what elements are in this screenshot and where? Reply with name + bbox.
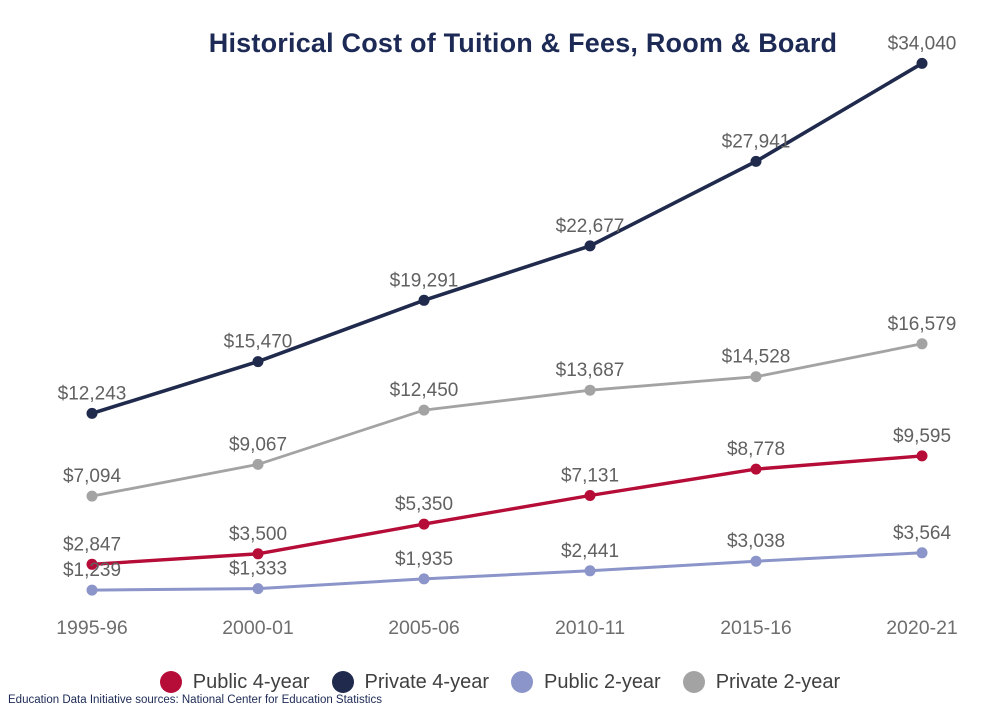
- point-private-4-year-1995-96: [86, 407, 98, 419]
- point-private-4-year-2005-06: [418, 294, 430, 306]
- legend-label-private-4-year: Private 4-year: [364, 671, 490, 693]
- data-label-private-4-year-2005-06: $19,291: [390, 270, 459, 291]
- point-public-2-year-1995-96: [86, 584, 98, 596]
- data-label-private-2-year-2005-06: $12,450: [390, 380, 459, 401]
- chart-legend: Public 4-year Private 4-year Public 2-year…: [0, 671, 1000, 693]
- x-axis-label-2005-06: 2005-06: [388, 617, 460, 639]
- legend-label-private-2-year: Private 2-year: [715, 671, 841, 693]
- data-label-public-4-year-2015-16: $8,778: [727, 439, 785, 460]
- data-label-private-2-year-2000-01: $9,067: [229, 434, 287, 455]
- legend-label-public-2-year: Public 2-year: [544, 671, 661, 693]
- data-label-public-2-year-2010-11: $2,441: [561, 541, 619, 562]
- point-private-2-year-2005-06: [418, 404, 430, 416]
- data-label-public-2-year-2020-21: $3,564: [893, 523, 952, 544]
- x-axis-label-1995-96: 1995-96: [56, 617, 128, 639]
- data-label-private-4-year-2015-16: $27,941: [722, 131, 791, 152]
- point-private-2-year-2000-01: [252, 458, 264, 470]
- line-public-4-year: [90, 454, 924, 566]
- legend-item-public-4-year: Public 4-year: [159, 671, 310, 693]
- data-label-public-2-year-1995-96: $1,239: [63, 560, 121, 581]
- data-label-private-4-year-2000-01: $15,470: [224, 332, 293, 353]
- legend-item-public-2-year: Public 2-year: [511, 671, 661, 693]
- point-public-4-year-2015-16: [750, 463, 762, 475]
- data-label-public-2-year-2000-01: $1,333: [229, 559, 287, 580]
- point-public-4-year-2010-11: [584, 490, 596, 501]
- point-private-4-year-2010-11: [584, 240, 596, 252]
- point-public-4-year-2000-01: [252, 548, 264, 560]
- data-label-private-2-year-1995-96: $7,094: [63, 466, 122, 487]
- point-public-4-year-2020-21: [916, 450, 928, 462]
- legend-dot-public-4-year: [159, 671, 182, 693]
- x-axis-label-2000-01: 2000-01: [222, 617, 294, 639]
- point-private-2-year-2015-16: [750, 371, 762, 383]
- x-axis-label-2010-11: 2010-11: [555, 617, 625, 639]
- line-private-4-year: [90, 61, 924, 416]
- point-public-2-year-2010-11: [584, 565, 596, 577]
- point-public-2-year-2015-16: [750, 555, 762, 567]
- data-label-public-4-year-2010-11: $7,131: [561, 466, 619, 487]
- data-label-public-4-year-2005-06: $5,350: [395, 494, 453, 515]
- point-private-4-year-2000-01: [252, 356, 264, 368]
- data-label-public-4-year-2000-01: $3,500: [229, 524, 287, 545]
- data-label-public-4-year-1995-96: $2,847: [63, 534, 121, 555]
- point-private-2-year-2020-21: [916, 338, 928, 350]
- point-private-4-year-2015-16: [750, 155, 762, 167]
- point-private-4-year-2020-21: [916, 57, 928, 69]
- data-label-public-2-year-2005-06: $1,935: [395, 549, 453, 570]
- data-label-private-2-year-2015-16: $14,528: [722, 347, 791, 368]
- point-public-2-year-2000-01: [252, 583, 264, 595]
- source-note: Education Data Initiative sources: Natio…: [8, 694, 382, 706]
- point-public-4-year-1995-96: [86, 558, 98, 570]
- legend-label-public-4-year: Public 4-year: [192, 671, 310, 693]
- line-private-2-year: [90, 342, 924, 498]
- legend-item-private-4-year: Private 4-year: [331, 671, 490, 693]
- data-label-private-2-year-2010-11: $13,687: [556, 360, 625, 381]
- data-label-private-4-year-2020-21: $34,040: [888, 33, 957, 54]
- point-private-2-year-2010-11: [584, 384, 596, 396]
- data-label-public-4-year-2020-21: $9,595: [893, 426, 951, 447]
- data-label-private-4-year-1995-96: $12,243: [58, 383, 127, 404]
- chart-title: Historical Cost of Tuition & Fees, Room …: [208, 28, 838, 58]
- data-label-private-4-year-2010-11: $22,677: [556, 216, 625, 237]
- point-public-4-year-2005-06: [418, 518, 430, 530]
- legend-dot-public-2-year: [511, 671, 533, 693]
- point-public-2-year-2020-21: [916, 547, 928, 559]
- line-public-2-year: [90, 551, 924, 592]
- legend-item-private-2-year: Private 2-year: [682, 671, 841, 693]
- data-label-private-2-year-2020-21: $16,579: [888, 314, 957, 335]
- point-public-2-year-2005-06: [418, 573, 430, 585]
- x-axis-label-2015-16: 2015-16: [720, 617, 792, 639]
- chart-svg: $2,847 $3,500 $5,350 $7,131 $8,778 $9,595 $12,…: [56, 33, 958, 639]
- point-private-2-year-1995-96: [86, 490, 98, 502]
- legend-dot-private-2-year: [682, 671, 705, 693]
- data-label-public-2-year-2015-16: $3,038: [727, 531, 785, 552]
- x-axis-label-2020-21: 2020-21: [886, 617, 958, 639]
- legend-dot-private-4-year: [331, 671, 354, 693]
